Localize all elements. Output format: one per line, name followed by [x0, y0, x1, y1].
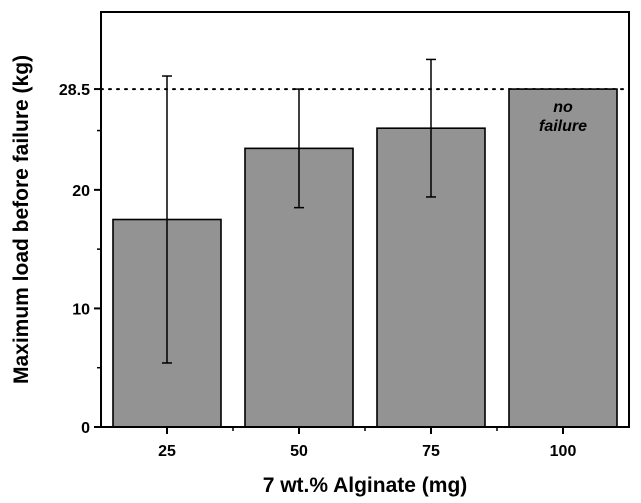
no-failure-annotation: no failure	[539, 99, 587, 135]
x-tick-label-50: 50	[290, 443, 308, 460]
x-tick-label-25: 25	[158, 443, 176, 460]
x-axis-title: 7 wt.% Alginate (mg)	[263, 474, 468, 497]
annotation-line: no	[553, 99, 573, 116]
annotation-line: failure	[539, 118, 587, 135]
error-bar-25	[162, 75, 172, 364]
error-bars-group	[162, 58, 436, 364]
error-bar-75	[426, 58, 436, 198]
y-tick-label: 10	[72, 301, 90, 318]
error-bar-50	[294, 88, 304, 209]
bar-100	[508, 88, 618, 428]
y-tick-label: 28.5	[59, 82, 90, 99]
x-ticks-group: 25 50 75 100	[158, 427, 576, 460]
y-axis-title: Maximum load before failure (kg)	[10, 55, 33, 384]
y-tick-label: 0	[81, 420, 90, 437]
y-ticks-group: 0 10 20 28.5	[59, 82, 101, 437]
x-tick-label-100: 100	[550, 443, 577, 460]
y-tick-label: 20	[72, 183, 90, 200]
x-tick-label-75: 75	[422, 443, 440, 460]
bars-group	[112, 88, 618, 428]
